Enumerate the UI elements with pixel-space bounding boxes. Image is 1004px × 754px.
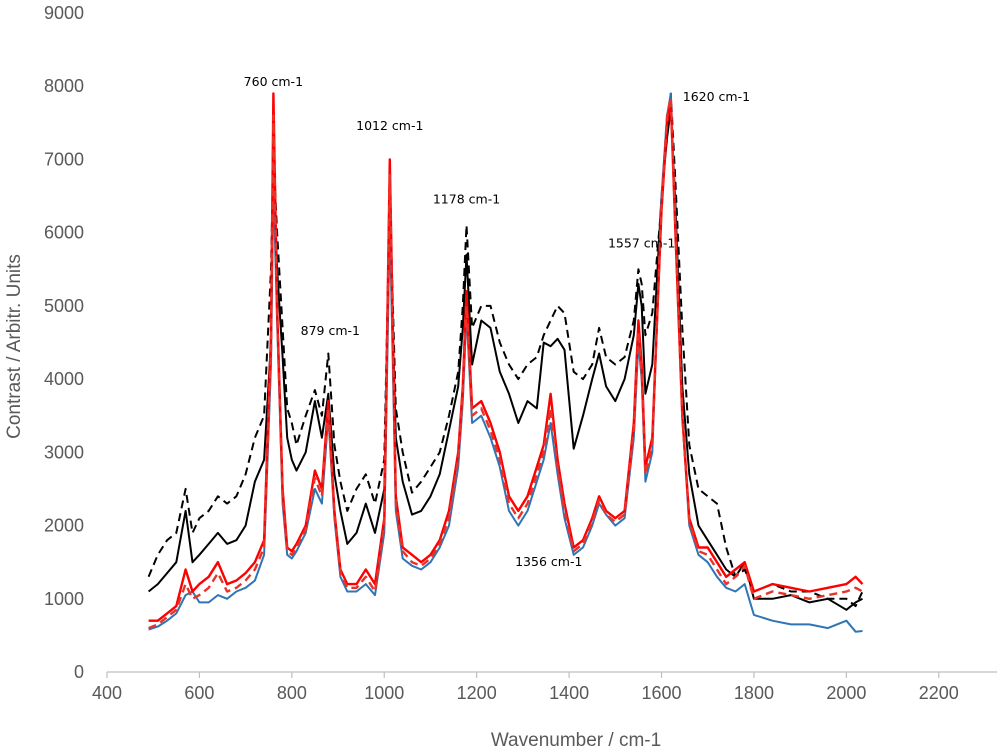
y-axis-title: Contrast / Arbitr. Units — [4, 254, 25, 439]
x-tick-label: 1800 — [734, 683, 774, 703]
series-line-1 — [147, 107, 863, 611]
y-tick-label: 6000 — [44, 223, 84, 243]
x-tick-label: 400 — [92, 683, 122, 703]
x-axis-ticks: 400 600 800 1000 1200 1400 1600 1800 2000 2200 — [92, 672, 959, 703]
x-axis-title: Wavenumber / cm-1 — [491, 730, 661, 751]
peak-annotation: 1356 cm-1 — [515, 554, 582, 569]
series-line-2 — [147, 92, 864, 608]
x-tick-label: 1600 — [642, 683, 682, 703]
x-tick-label: 2200 — [919, 683, 959, 703]
x-tick-label: 800 — [277, 683, 307, 703]
x-tick-label: 1400 — [549, 683, 589, 703]
y-tick-label: 9000 — [44, 3, 84, 23]
peak-annotations: 760 cm-1 879 cm-1 1012 cm-1 1178 cm-1 1557 c… — [244, 74, 750, 569]
peak-annotation: 1012 cm-1 — [356, 118, 423, 133]
y-axis-ticks: 0 1000 2000 3000 4000 5000 6000 7000 8000 9000 — [44, 3, 84, 682]
x-tick-label: 1000 — [364, 683, 404, 703]
peak-annotation: 879 cm-1 — [301, 323, 360, 338]
peak-annotation: 760 cm-1 — [244, 74, 303, 89]
y-tick-label: 7000 — [44, 149, 84, 169]
x-tick-label: 2000 — [826, 683, 866, 703]
peak-annotation: 1178 cm-1 — [433, 191, 500, 206]
y-tick-label: 5000 — [44, 296, 84, 316]
series-line-5 — [148, 95, 864, 630]
x-tick-label: 1200 — [457, 683, 497, 703]
y-tick-label: 8000 — [44, 76, 84, 96]
peak-annotation: 1557 cm-1 — [608, 235, 675, 250]
x-tick-label: 600 — [184, 683, 214, 703]
y-tick-label: 4000 — [44, 369, 84, 389]
y-tick-label: 2000 — [44, 516, 84, 536]
series-line-3 — [148, 92, 863, 633]
series-layer — [147, 92, 864, 633]
peak-annotation: 1620 cm-1 — [683, 89, 750, 104]
y-tick-label: 1000 — [44, 589, 84, 609]
y-tick-label: 0 — [74, 662, 84, 682]
y-tick-label: 3000 — [44, 442, 84, 462]
